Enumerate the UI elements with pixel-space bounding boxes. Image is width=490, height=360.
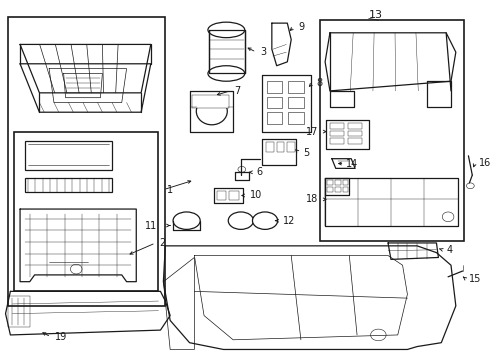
Bar [288, 112, 304, 124]
Bar [229, 191, 239, 200]
Bar [193, 95, 229, 108]
Text: 19: 19 [55, 332, 67, 342]
Bar [267, 112, 283, 124]
Bar [335, 187, 341, 192]
Bar [25, 178, 112, 192]
Bar [217, 191, 226, 200]
Text: 11: 11 [146, 221, 158, 230]
Text: 8: 8 [317, 78, 322, 88]
Bar [287, 142, 295, 152]
Ellipse shape [442, 212, 454, 222]
Text: 9: 9 [298, 22, 304, 32]
Ellipse shape [173, 212, 200, 229]
Ellipse shape [370, 329, 386, 341]
Bar [266, 142, 274, 152]
Text: 13: 13 [368, 10, 383, 21]
Text: 4: 4 [446, 245, 452, 255]
Text: 10: 10 [249, 190, 262, 201]
Text: 18: 18 [306, 194, 318, 204]
Ellipse shape [238, 166, 245, 172]
Bar [8, 17, 165, 306]
Bar [320, 20, 464, 241]
Ellipse shape [71, 264, 82, 274]
Bar [330, 123, 343, 129]
Text: 16: 16 [479, 158, 490, 167]
Bar [330, 138, 343, 144]
Bar [348, 123, 362, 129]
Ellipse shape [228, 212, 253, 229]
Bar [348, 138, 362, 144]
Ellipse shape [196, 98, 227, 125]
Bar [343, 180, 348, 185]
Text: 1: 1 [167, 185, 173, 195]
Text: 2: 2 [160, 238, 166, 248]
Bar [335, 180, 341, 185]
Bar [288, 97, 304, 108]
Bar [267, 81, 283, 93]
Bar [327, 187, 333, 192]
Text: 17: 17 [306, 127, 318, 136]
Bar [348, 131, 362, 136]
Ellipse shape [208, 22, 245, 38]
Ellipse shape [208, 66, 245, 81]
Text: 5: 5 [303, 148, 309, 158]
Text: 6: 6 [256, 167, 263, 177]
Ellipse shape [252, 212, 278, 229]
Bar [14, 132, 158, 291]
Ellipse shape [466, 183, 474, 189]
Bar [327, 180, 333, 185]
Bar [277, 142, 284, 152]
Text: 12: 12 [283, 216, 295, 226]
Bar [330, 131, 343, 136]
Bar [343, 187, 348, 192]
Bar [25, 141, 112, 170]
Text: 14: 14 [346, 158, 359, 168]
Text: 7: 7 [234, 86, 240, 96]
Bar [288, 81, 304, 93]
Text: 15: 15 [469, 274, 482, 284]
Bar [267, 97, 283, 108]
Text: 3: 3 [260, 47, 267, 57]
